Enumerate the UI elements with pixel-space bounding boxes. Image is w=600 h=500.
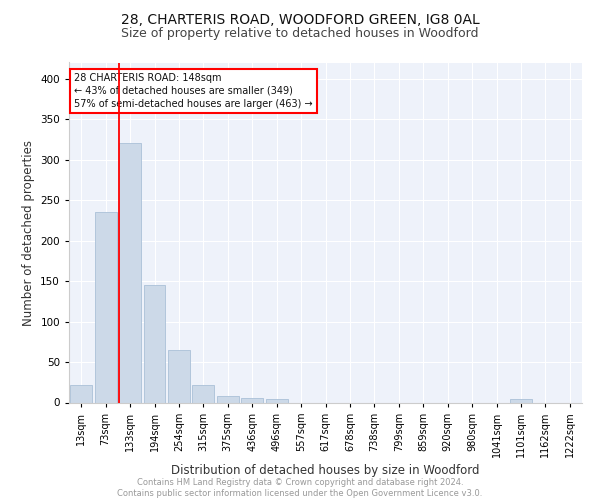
Bar (241, 398, 263, 402)
Bar (143, 285, 166, 403)
Text: 28, CHARTERIS ROAD, WOODFORD GREEN, IG8 0AL: 28, CHARTERIS ROAD, WOODFORD GREEN, IG8 … (121, 12, 479, 26)
X-axis label: Distribution of detached houses by size in Woodford: Distribution of detached houses by size … (171, 464, 480, 477)
Y-axis label: Number of detached properties: Number of detached properties (22, 140, 35, 326)
Bar (95, 212, 116, 402)
Text: 28 CHARTERIS ROAD: 148sqm
← 43% of detached houses are smaller (349)
57% of semi: 28 CHARTERIS ROAD: 148sqm ← 43% of detac… (74, 72, 313, 109)
Bar (217, 396, 239, 402)
Text: Contains HM Land Registry data © Crown copyright and database right 2024.
Contai: Contains HM Land Registry data © Crown c… (118, 478, 482, 498)
Bar (70, 384, 92, 402)
Bar (266, 400, 287, 402)
Bar (510, 400, 532, 402)
Bar (119, 144, 141, 402)
Bar (168, 350, 190, 403)
Text: Size of property relative to detached houses in Woodford: Size of property relative to detached ho… (121, 28, 479, 40)
Bar (193, 384, 214, 402)
